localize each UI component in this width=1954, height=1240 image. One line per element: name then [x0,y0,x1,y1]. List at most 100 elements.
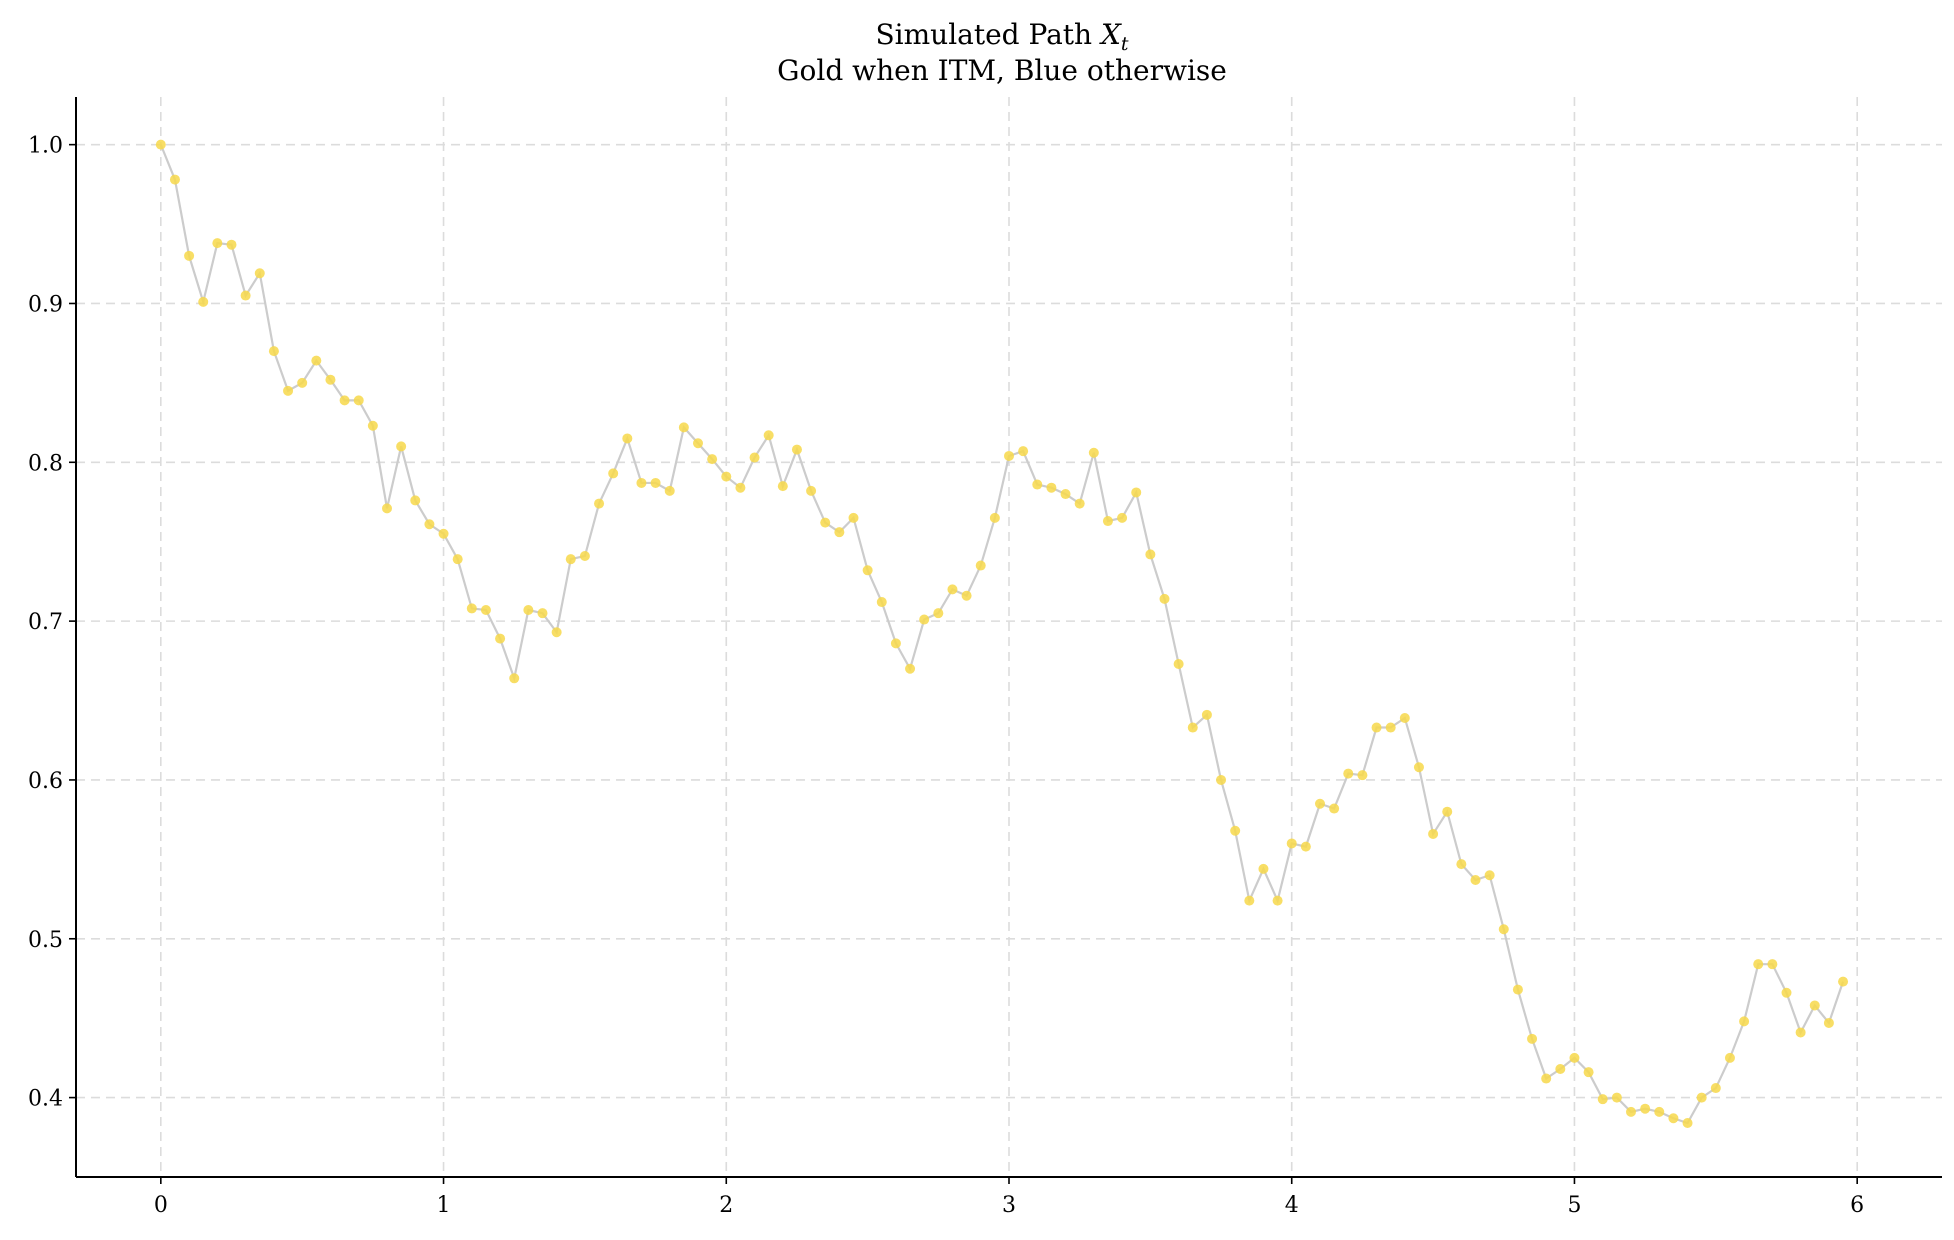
data-point [523,605,534,615]
data-point [1541,1073,1552,1084]
data-point [1018,446,1029,457]
data-point [1315,798,1325,809]
y-tick-label: 0.7 [28,610,63,635]
data-point [1428,828,1439,839]
data-point [678,422,689,433]
ticks: 0 1 2 3 4 5 6 0.4 0.5 0.6 0.7 0.8 0.9 1.0 [28,134,1864,1218]
x-tick-label: 0 [154,1193,168,1218]
data-point [1626,1106,1636,1117]
chart-title-var: X [1099,18,1122,51]
data-point [1668,1113,1679,1124]
data-point [169,174,180,185]
data-point [1102,516,1113,527]
data-point [1371,722,1382,733]
y-tick-label: 1.0 [28,134,63,159]
data-point [1216,774,1227,785]
data-point [905,663,916,674]
data-point [509,673,520,684]
data-point [551,627,562,638]
data-point [721,471,732,482]
data-point [1230,825,1241,836]
grid [76,97,1942,1177]
data-point [749,452,760,463]
data-point [1046,482,1057,493]
data-point [367,420,378,431]
data-point [1838,976,1849,987]
data-point [325,374,336,385]
data-point [353,395,364,406]
chart-title: Simulated Path Xt [875,18,1128,55]
data-point [1781,987,1792,998]
chart-title-prefix: Simulated Path [875,18,1100,51]
data-point [311,355,322,366]
data-point [1145,549,1156,560]
data-point [1753,959,1764,970]
data-point [1385,722,1396,733]
data-point [254,268,265,279]
x-tick-label: 2 [719,1193,733,1218]
data-point [1498,924,1509,935]
data-point [1682,1118,1693,1128]
data-point [1512,984,1523,995]
data-point [848,512,859,523]
data-point [1413,762,1424,773]
data-point [1187,722,1198,733]
data-point [664,485,675,496]
points [155,139,1849,1128]
data-point [650,477,661,488]
data-point [834,527,845,538]
data-point [622,433,633,444]
data-point [537,608,548,619]
data-point [608,468,619,479]
chart-title-sub: t [1121,33,1129,55]
data-point [1640,1103,1651,1114]
x-tick-label: 5 [1567,1193,1581,1218]
data-point [1809,1000,1820,1011]
data-point [1739,1016,1750,1027]
data-point [1724,1052,1735,1063]
data-point [707,454,718,465]
data-point [1484,870,1495,881]
data-point [226,239,237,250]
data-point [763,430,774,441]
data-point [933,608,944,619]
data-point [339,395,350,406]
data-point [1004,450,1014,461]
data-point [155,139,166,150]
y-tick-label: 0.9 [28,292,63,317]
data-point [1470,875,1481,885]
data-point [961,590,972,601]
data-point [1795,1027,1806,1038]
data-point [1456,859,1467,870]
data-point [1343,768,1354,779]
data-point [1583,1067,1594,1078]
data-point [777,481,788,492]
data-point [1767,959,1778,970]
data-point [820,517,831,528]
data-point [1399,713,1410,723]
y-tick-label: 0.6 [28,769,63,794]
data-point [947,584,958,595]
data-point [268,346,279,357]
data-point [495,633,506,644]
data-point [198,296,209,307]
data-point [989,512,1000,523]
y-tick-label: 0.8 [28,451,63,476]
data-point [1088,447,1099,458]
x-tick-label: 3 [1002,1193,1016,1218]
data-point [693,438,703,449]
data-point [1329,803,1340,814]
data-point [1597,1094,1608,1105]
x-tick-label: 4 [1285,1193,1299,1218]
data-point [1244,895,1255,906]
data-point [1173,659,1184,669]
data-point [890,638,901,649]
x-tick-label: 1 [437,1193,451,1218]
data-point [240,290,251,301]
data-point [1527,1033,1538,1044]
data-point [1074,498,1085,509]
data-point [452,554,463,565]
data-point [212,238,223,249]
data-point [438,528,449,539]
